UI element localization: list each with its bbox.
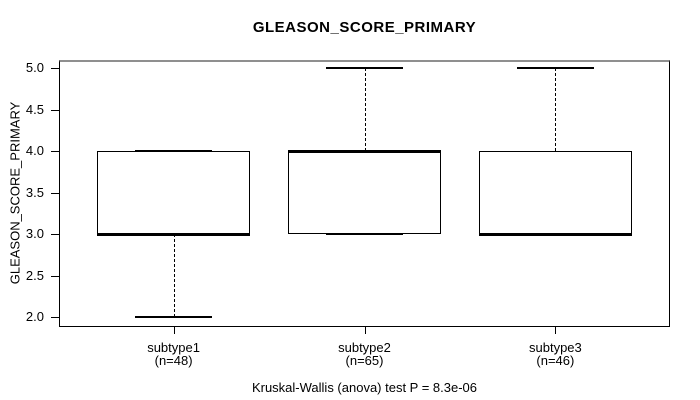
y-tick-mark: [51, 317, 59, 318]
y-tick-mark: [51, 234, 59, 236]
median-line-subtype1: [97, 232, 250, 236]
y-tick-label: 3.0: [25, 226, 44, 242]
category-sublabel-subtype1: (n=48): [154, 353, 193, 368]
chart-title: GLEASON_SCORE_PRIMARY: [252, 19, 477, 36]
y-tick-mark: [51, 192, 59, 194]
category-sublabel-subtype2: (n=65): [345, 353, 384, 368]
category-label-subtype3: subtype3: [529, 340, 582, 355]
whisker-cap-upper: [326, 67, 403, 70]
y-tick-label: 4.5: [25, 101, 44, 117]
box-subtype1: [97, 151, 250, 235]
box-subtype2: [288, 151, 441, 235]
whisker-cap-upper: [517, 67, 594, 70]
y-tick-label: 2.0: [25, 309, 44, 324]
category-label-subtype2: subtype2: [338, 340, 391, 355]
category-label-subtype1: subtype1: [147, 340, 200, 355]
whisker-upper: [555, 68, 557, 152]
median-line-subtype3: [479, 232, 632, 236]
y-tick-label: 3.5: [25, 184, 44, 200]
y-tick-mark: [51, 68, 59, 70]
y-tick-mark: [51, 275, 59, 277]
y-tick-mark: [51, 109, 59, 111]
x-tick-mark: [364, 327, 366, 334]
box-subtype3: [479, 151, 632, 235]
median-line-subtype2: [288, 149, 441, 153]
y-tick-mark: [51, 151, 59, 153]
whisker-cap-lower: [326, 233, 403, 236]
whisker-lower: [173, 234, 175, 317]
stat-test-label: Kruskal-Wallis (anova) test P = 8.3e-06: [251, 380, 478, 395]
y-tick-label: 5.0: [25, 60, 44, 76]
x-tick-mark: [173, 327, 175, 334]
y-tick-label: 4.0: [25, 143, 44, 159]
y-tick-label: 2.5: [25, 267, 44, 283]
whisker-cap-lower: [135, 316, 212, 318]
category-sublabel-subtype3: (n=46): [536, 353, 575, 368]
x-tick-mark: [555, 327, 557, 334]
whisker-upper: [364, 68, 366, 152]
